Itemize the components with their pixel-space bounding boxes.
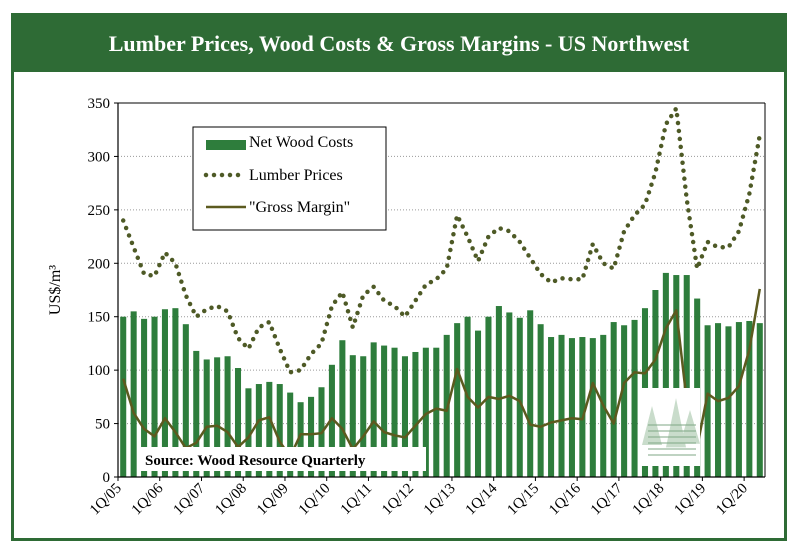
bar-4Q/14 [527, 310, 534, 477]
x-tick-label-1Q/12: 1Q/12 [379, 481, 417, 519]
axes [114, 102, 766, 481]
legend: Net Wood Costs Lumber Prices "Gross Margin… [192, 126, 387, 231]
bar-3Q/18 [683, 275, 690, 477]
x-tick-label-1Q/14: 1Q/14 [463, 480, 501, 518]
legend-label-2: "Gross Margin" [249, 199, 350, 216]
bar-2Q/06 [172, 308, 179, 477]
bar-1Q/10 [328, 364, 335, 477]
tree-logo [638, 388, 700, 466]
bar-1Q/07 [203, 359, 210, 477]
bar-4Q/19 [735, 322, 742, 477]
source-note: Source: Wood Resource Quarterly [138, 447, 426, 471]
bar-2Q/16 [589, 338, 596, 477]
bar-4Q/05 [151, 316, 158, 477]
bar-2Q/08 [255, 384, 262, 477]
x-tick-label-1Q/13: 1Q/13 [421, 481, 459, 519]
legend-swatch-net-wood-costs [206, 140, 246, 150]
bar-2Q/18 [673, 275, 680, 477]
y-tick-label-200: 200 [88, 256, 111, 272]
bar-1Q/16 [579, 337, 586, 477]
source-text: Source: Wood Resource Quarterly [145, 453, 366, 469]
bar-3Q/05 [141, 318, 148, 477]
bar-1Q/18 [662, 272, 669, 477]
bar-3Q/13 [475, 330, 482, 477]
bar-1Q/17 [621, 325, 628, 477]
y-tick-label-150: 150 [88, 310, 111, 326]
bar-3Q/08 [266, 381, 273, 477]
bar-1Q/05 [120, 316, 127, 477]
x-tick-label-1Q/08: 1Q/08 [212, 481, 250, 519]
bar-4Q/15 [568, 338, 575, 477]
x-tick-label-1Q/18: 1Q/18 [630, 481, 668, 519]
x-tick-label-1Q/16: 1Q/16 [546, 480, 584, 518]
bar-1Q/19 [704, 325, 711, 477]
bar-4Q/07 [234, 368, 242, 477]
bar-2Q/20 [756, 323, 763, 477]
bar-1Q/12 [412, 351, 419, 477]
bar-4Q/10 [360, 356, 367, 477]
bar-3Q/15 [558, 334, 565, 477]
x-tick-label-1Q/19: 1Q/19 [671, 481, 709, 519]
x-tick-label-1Q/15: 1Q/15 [504, 481, 542, 519]
bar-2Q/09 [297, 402, 304, 477]
bar-2Q/07 [214, 357, 221, 477]
source-box [138, 447, 426, 471]
legend-label-1: Lumber Prices [249, 167, 343, 184]
bar-2Q/12 [422, 347, 429, 477]
bar-1Q/14 [495, 306, 502, 477]
y-tick-label-250: 250 [88, 203, 111, 219]
bar-2Q/10 [339, 340, 346, 477]
tree-shape-1 [666, 398, 686, 448]
bar-4Q/18 [694, 298, 701, 477]
bar-4Q/11 [401, 356, 408, 477]
y-tick-label-300: 300 [88, 149, 111, 165]
tree-shape-2 [680, 410, 700, 444]
x-tick-label-1Q/10: 1Q/10 [296, 481, 334, 519]
bar-1Q/06 [161, 309, 168, 477]
bar-1Q/15 [537, 324, 544, 477]
bar-2Q/15 [548, 337, 555, 477]
bar-1Q/20 [746, 320, 753, 477]
bar-1Q/13 [454, 323, 461, 477]
bar-3Q/10 [349, 355, 356, 477]
bar-3Q/19 [725, 326, 732, 477]
x-tick-label-1Q/07: 1Q/07 [170, 480, 208, 518]
bar-3Q/06 [182, 324, 189, 477]
x-tick-label-1Q/05: 1Q/05 [87, 481, 125, 519]
series-lines [120, 101, 763, 458]
x-tick-label-1Q/09: 1Q/09 [254, 481, 292, 519]
bar-4Q/16 [610, 322, 617, 477]
bar-3Q/12 [433, 347, 440, 477]
bar-3Q/14 [516, 317, 523, 477]
gross-margin-line [122, 288, 762, 458]
x-tick-label-1Q/11: 1Q/11 [338, 481, 375, 518]
chart-title: Lumber Prices, Wood Costs & Gross Margin… [14, 16, 784, 72]
y-tick-label-350: 350 [88, 96, 111, 112]
bar-4Q/06 [193, 350, 200, 477]
bar-2Q/05 [130, 311, 137, 477]
bar-2Q/17 [631, 319, 638, 477]
bar-3Q/11 [391, 347, 398, 477]
y-tick-label-50: 50 [95, 417, 110, 433]
bar-1Q/08 [245, 388, 252, 477]
lumber-prices-line [120, 101, 763, 375]
bar-4Q/08 [276, 384, 283, 477]
legend-label-0: Net Wood Costs [249, 134, 353, 151]
y-tick-label-100: 100 [88, 363, 111, 379]
x-tick-label-1Q/06: 1Q/06 [129, 480, 167, 518]
x-tick-label-1Q/17: 1Q/17 [588, 480, 626, 518]
y-tick-label-0: 0 [103, 470, 111, 486]
x-tick-label-1Q/20: 1Q/20 [713, 481, 751, 519]
bar-3Q/07 [224, 356, 231, 477]
overlays: Net Wood Costs Lumber Prices "Gross Margin… [138, 126, 700, 471]
bar-1Q/11 [370, 342, 377, 477]
y-axis-label: US$/m³ [47, 265, 64, 315]
bar-1Q/09 [287, 392, 294, 477]
bar-3Q/09 [308, 396, 315, 477]
bar-4Q/17 [652, 290, 659, 477]
bar-2Q/11 [381, 345, 388, 477]
